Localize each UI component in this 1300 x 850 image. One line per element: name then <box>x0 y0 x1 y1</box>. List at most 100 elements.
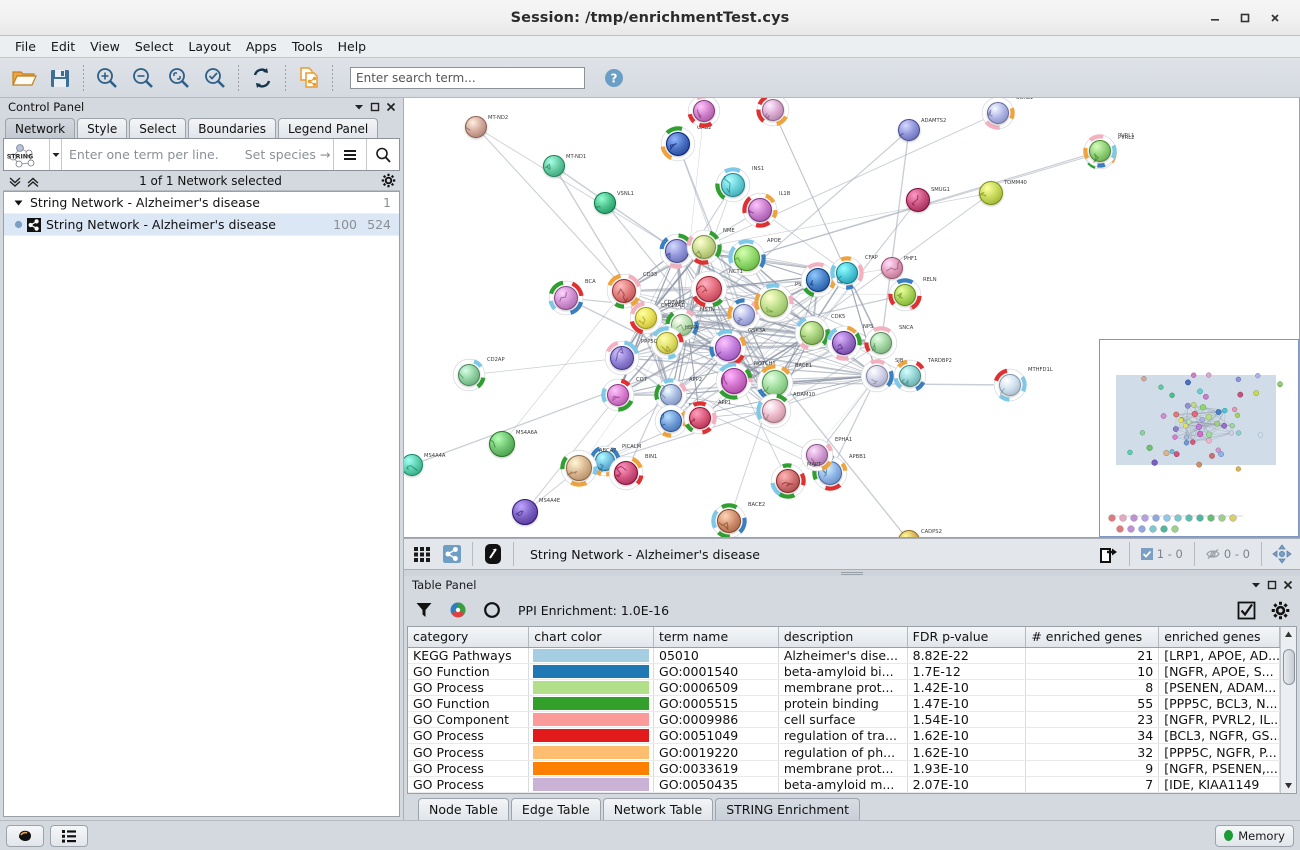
task-list-icon[interactable] <box>50 824 88 847</box>
maximize-button[interactable] <box>1230 5 1260 31</box>
annotation-icon[interactable] <box>479 541 507 567</box>
table-row[interactable]: GO Process GO:0050435 beta-amyloid m... 2.0… <box>408 776 1280 793</box>
network-node[interactable] <box>660 126 696 162</box>
select-all-checkbox-icon[interactable] <box>1234 598 1258 622</box>
menu-view[interactable]: View <box>90 39 120 54</box>
zoom-fit-icon[interactable] <box>161 61 197 95</box>
memory-status-button[interactable]: Memory <box>1215 824 1294 847</box>
selected-nodes-chip[interactable]: 1 - 0 <box>1136 547 1188 561</box>
network-overview-minimap[interactable] <box>1099 339 1299 537</box>
cytoscape-icon[interactable] <box>6 824 44 847</box>
node-sphere[interactable] <box>721 368 747 394</box>
help-icon[interactable]: ? <box>601 65 627 91</box>
col-enriched-genes[interactable]: enriched genes <box>1158 627 1280 648</box>
table-row[interactable]: GO Process GO:0006509 membrane prot... 1.42… <box>408 679 1280 696</box>
network-node[interactable] <box>715 167 751 203</box>
node-sphere[interactable] <box>465 116 487 138</box>
col-chart-color[interactable]: chart color <box>528 627 655 648</box>
node-sphere[interactable] <box>748 198 772 222</box>
table-panel-float-icon[interactable] <box>1264 577 1280 593</box>
zoom-out-icon[interactable] <box>125 61 161 95</box>
node-sphere[interactable] <box>870 332 892 354</box>
fit-content-icon[interactable] <box>1268 541 1296 567</box>
node-sphere[interactable] <box>762 370 788 396</box>
node-sphere[interactable] <box>806 444 828 467</box>
menu-edit[interactable]: Edit <box>50 39 76 54</box>
table-vertical-scrollbar[interactable] <box>1280 627 1296 793</box>
node-sphere[interactable] <box>762 399 786 423</box>
close-button[interactable] <box>1260 5 1290 31</box>
node-sphere[interactable] <box>832 331 856 355</box>
node-sphere[interactable] <box>656 332 678 354</box>
menu-help[interactable]: Help <box>337 39 367 54</box>
node-sphere[interactable] <box>979 181 1003 205</box>
node-sphere[interactable] <box>734 245 760 271</box>
selected-edges-chip[interactable]: 0 - 0 <box>1201 547 1255 561</box>
node-sphere[interactable] <box>660 384 682 406</box>
network-node[interactable] <box>608 455 644 491</box>
network-node[interactable] <box>465 116 487 138</box>
menu-layout[interactable]: Layout <box>188 39 231 54</box>
tab-select[interactable]: Select <box>129 118 187 138</box>
network-node[interactable] <box>881 257 903 279</box>
scrollbar-thumb[interactable] <box>1283 649 1295 685</box>
network-node[interactable] <box>560 449 598 487</box>
network-node[interactable] <box>489 431 515 457</box>
network-node[interactable] <box>604 340 640 376</box>
node-sphere[interactable] <box>692 235 716 260</box>
scroll-down-arrow-icon[interactable] <box>1281 778 1296 793</box>
search-input[interactable]: Enter search term... <box>350 66 585 89</box>
col-description[interactable]: description <box>778 627 908 648</box>
node-sphere[interactable] <box>458 364 480 386</box>
control-panel-dropdown-icon[interactable] <box>351 99 367 115</box>
node-sphere[interactable] <box>594 192 616 214</box>
table-panel-close-icon[interactable] <box>1280 577 1296 593</box>
node-sphere[interactable] <box>1089 140 1111 163</box>
tree-row-network[interactable]: String Network - Alzheimer's disease 100… <box>4 214 399 236</box>
network-node[interactable] <box>606 273 642 309</box>
network-node[interactable] <box>742 192 778 228</box>
export-icon[interactable] <box>1095 541 1123 567</box>
network-node[interactable] <box>898 119 920 141</box>
network-node[interactable] <box>594 192 616 214</box>
node-sphere[interactable] <box>404 454 423 476</box>
node-sphere[interactable] <box>906 188 930 212</box>
node-sphere[interactable] <box>999 374 1021 396</box>
network-node[interactable] <box>888 278 922 312</box>
expand-triangle-icon[interactable] <box>10 198 26 207</box>
node-sphere[interactable] <box>800 321 824 345</box>
tab-node-table[interactable]: Node Table <box>418 798 509 820</box>
network-node[interactable] <box>1083 134 1117 168</box>
tab-string-enrichment[interactable]: STRING Enrichment <box>715 798 861 820</box>
node-sphere[interactable] <box>760 289 788 317</box>
network-node[interactable] <box>548 280 584 316</box>
network-node[interactable] <box>898 530 920 537</box>
table-row[interactable]: GO Function GO:0005515 protein binding 1.47… <box>408 695 1280 713</box>
open-folder-icon[interactable] <box>6 61 42 95</box>
node-sphere[interactable] <box>554 286 578 310</box>
string-species-dropdown-icon[interactable] <box>50 139 62 170</box>
network-node[interactable] <box>906 188 930 212</box>
minimize-button[interactable] <box>1200 5 1230 31</box>
save-icon[interactable] <box>42 61 78 95</box>
control-panel-close-icon[interactable] <box>383 99 399 115</box>
network-node[interactable] <box>756 98 790 127</box>
node-sphere[interactable] <box>762 99 784 121</box>
zoom-in-icon[interactable] <box>89 61 125 95</box>
settings-gear-icon[interactable] <box>1268 598 1292 622</box>
network-node[interactable] <box>659 233 695 269</box>
table-row[interactable]: GO Process GO:0051049 regulation of tra...… <box>408 727 1280 745</box>
col-fdr-pvalue[interactable]: FDR p-value <box>907 627 1027 648</box>
share-network-icon[interactable] <box>291 61 327 95</box>
network-node[interactable] <box>601 378 635 412</box>
refresh-icon[interactable] <box>244 61 280 95</box>
network-node[interactable] <box>727 298 761 332</box>
node-sphere[interactable] <box>635 307 657 329</box>
scroll-up-arrow-icon[interactable] <box>1281 627 1296 642</box>
node-sphere[interactable] <box>660 410 682 432</box>
node-sphere[interactable] <box>693 100 715 122</box>
network-node[interactable] <box>654 404 688 438</box>
network-node[interactable] <box>512 499 538 525</box>
network-node[interactable] <box>830 256 864 290</box>
vertical-splitter[interactable] <box>404 570 1300 576</box>
